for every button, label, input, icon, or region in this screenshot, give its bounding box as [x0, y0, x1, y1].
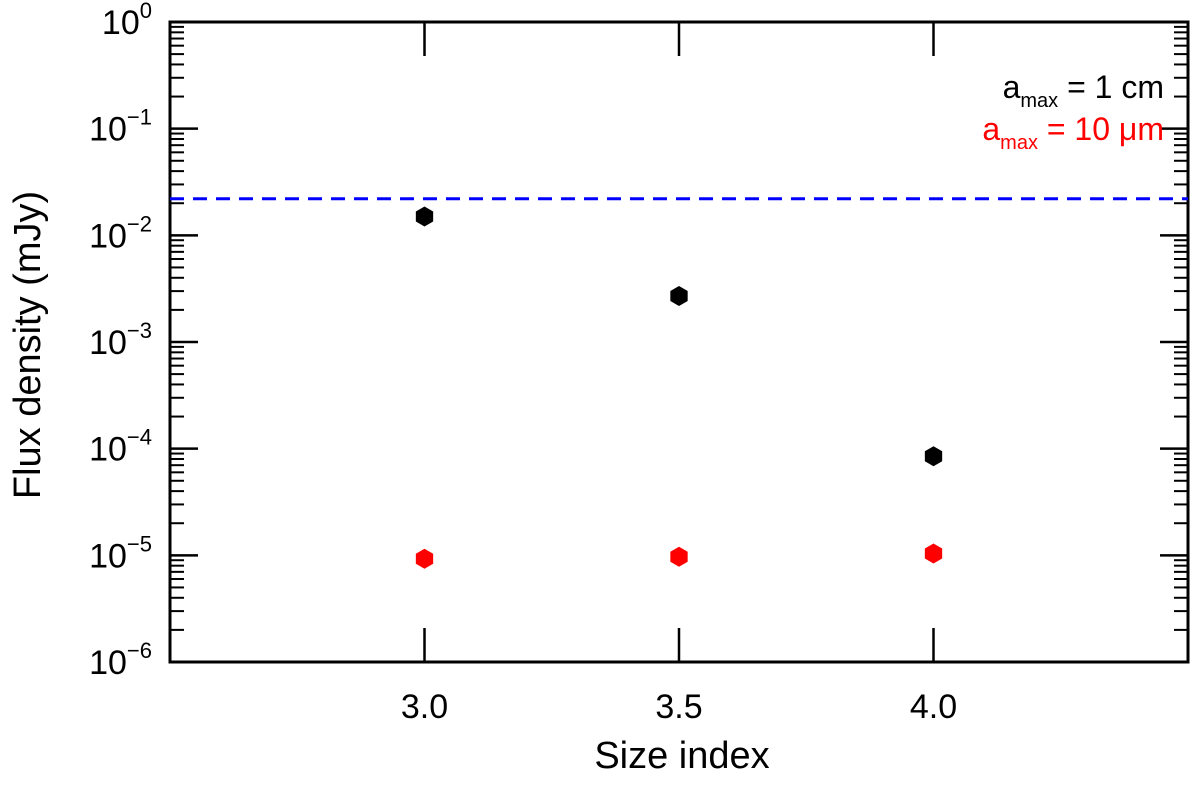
y-tick-label-base: 10 [89, 111, 127, 149]
x-tick-label: 3.5 [655, 688, 702, 726]
y-tick-label-exponent: −3 [127, 318, 152, 343]
y-tick-label: 10−1 [89, 105, 152, 149]
y-tick-label-base: 10 [89, 537, 127, 575]
legend-entry-suffix: = 10 μm [1038, 111, 1164, 147]
y-axis-ticks [170, 20, 1188, 664]
y-tick-label-exponent: −1 [127, 105, 152, 130]
x-tick-label: 3.0 [401, 688, 448, 726]
legend-entry-2: amax = 10 μm [982, 111, 1164, 154]
legend-entry-prefix: a [1003, 69, 1021, 105]
y-tick-label-base: 10 [89, 324, 127, 362]
x-tick-label: 4.0 [910, 688, 957, 726]
y-tick-label: 10−2 [89, 211, 152, 255]
y-tick-label-exponent: −5 [127, 531, 152, 556]
data-point-series-2 [415, 548, 434, 569]
y-tick-label-exponent: −4 [127, 425, 152, 450]
data-points [415, 206, 943, 569]
y-tick-label: 10−5 [89, 531, 152, 575]
x-axis-title: Size index [594, 735, 769, 777]
y-tick-label-base: 10 [89, 217, 127, 255]
legend-entry-subscript: max [1020, 90, 1058, 112]
data-point-series-2 [670, 546, 688, 567]
legend-entry-prefix: a [982, 111, 1000, 147]
data-point-series-1 [670, 285, 688, 306]
data-point-series-2 [924, 543, 943, 564]
y-tick-label: 10−6 [89, 638, 152, 682]
legend-entry-subscript: max [1000, 132, 1038, 154]
y-tick-label: 100 [102, 0, 152, 42]
legend-entry-suffix: = 1 cm [1058, 69, 1164, 105]
y-tick-label-exponent: −2 [127, 211, 152, 236]
y-tick-label-exponent: −6 [127, 638, 152, 663]
data-point-series-1 [924, 446, 943, 467]
y-tick-label-base: 10 [89, 644, 127, 682]
y-axis-title: Flux density (mJy) [7, 191, 49, 499]
data-point-series-1 [415, 206, 434, 227]
y-tick-label-exponent: 0 [140, 0, 152, 23]
legend-entry-1: amax = 1 cm [1003, 69, 1164, 112]
y-tick-label-base: 10 [89, 431, 127, 469]
y-tick-label: 10−4 [89, 425, 152, 469]
y-tick-label: 10−3 [89, 318, 152, 362]
x-axis-ticks [423, 22, 935, 662]
y-tick-label-base: 10 [102, 4, 140, 42]
x-axis-tick-labels: 3.0 3.5 4.0 [401, 688, 957, 726]
